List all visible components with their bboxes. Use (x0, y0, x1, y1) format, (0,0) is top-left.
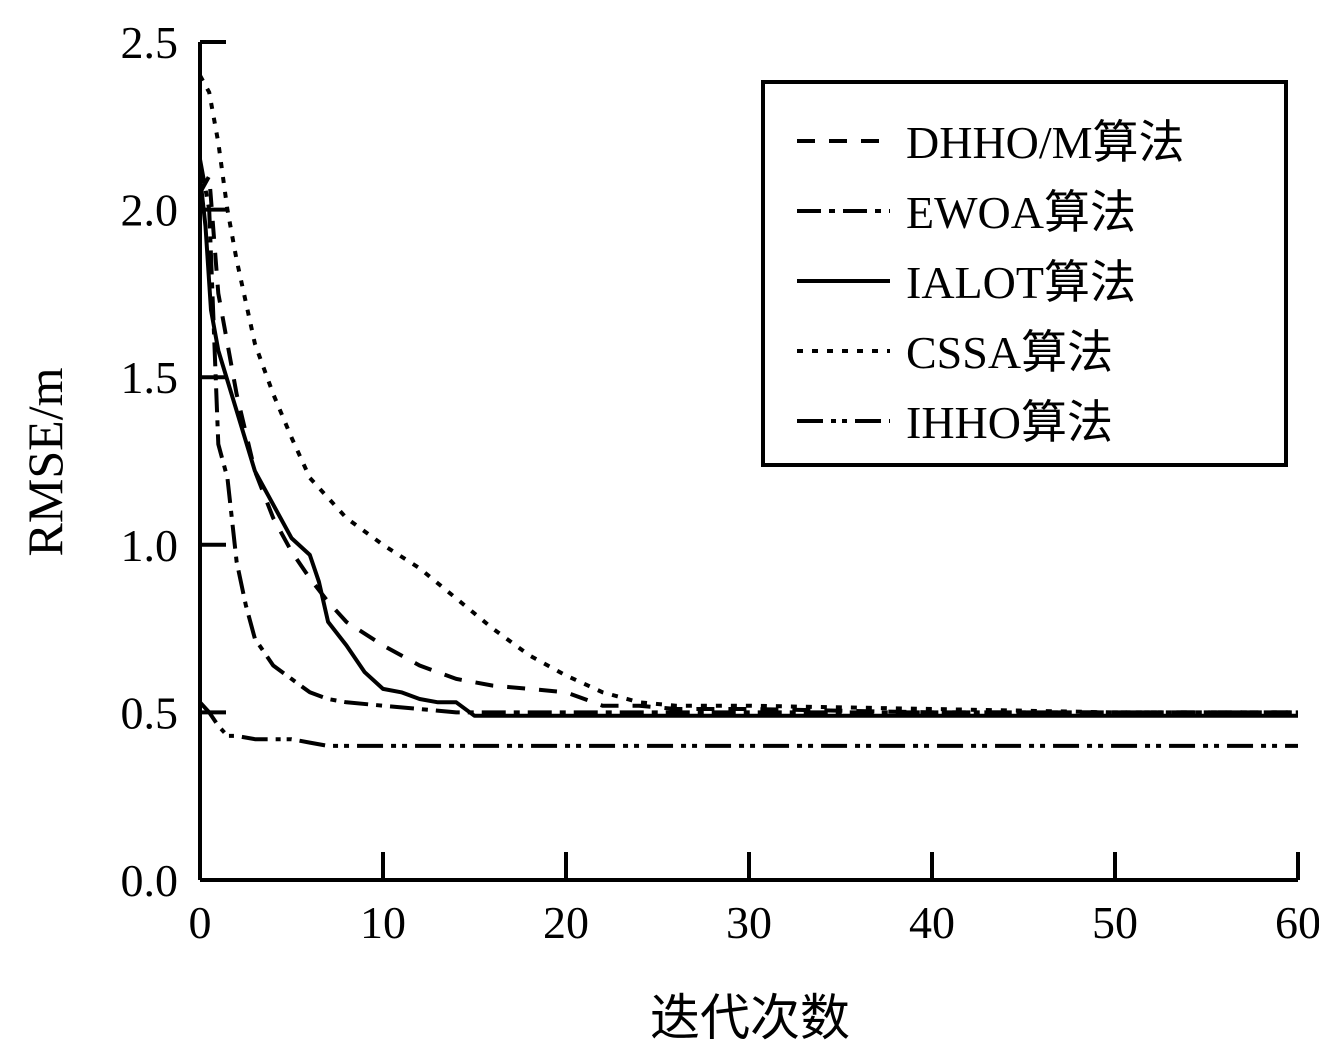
x-tick-label: 20 (543, 897, 589, 948)
legend-label-4: CSSA算法 (906, 327, 1113, 378)
y-axis-title: RMSE/m (17, 367, 73, 556)
legend-label-5: IHHO算法 (906, 397, 1113, 448)
plot-area (198, 74, 1298, 748)
legend-label-2: EWOA算法 (906, 187, 1136, 238)
y-tick-label: 1.5 (121, 352, 179, 403)
series-line-3 (198, 175, 1298, 718)
legend-box (761, 80, 1288, 467)
series-line-5 (198, 700, 1298, 748)
y-tick-label: 0.0 (121, 855, 179, 906)
x-tick-label: 10 (360, 897, 406, 948)
x-tick-label: 30 (726, 897, 772, 948)
y-tick-label: 1.0 (121, 520, 179, 571)
legend: DHHO/M算法 EWOA算法 IALOT算法 CSSA算法 IHHO算法 (761, 80, 1288, 467)
x-tick-label: 40 (909, 897, 955, 948)
y-tick-label: 0.5 (121, 687, 179, 738)
y-tick-label: 2.5 (121, 17, 179, 68)
x-tick-label: 60 (1275, 897, 1319, 948)
series-line-2 (198, 158, 1298, 715)
legend-label-1: DHHO/M算法 (906, 117, 1185, 168)
axes: 0.0 0.5 1.0 1.5 2.0 2.5 0 10 20 30 40 50 60 (121, 17, 1319, 948)
y-tick-label: 2.0 (121, 185, 179, 236)
x-axis-title: 迭代次数 (650, 990, 850, 1046)
x-tick-label: 50 (1092, 897, 1138, 948)
legend-label-3: IALOT算法 (906, 257, 1136, 308)
x-tick-label: 0 (189, 897, 212, 948)
